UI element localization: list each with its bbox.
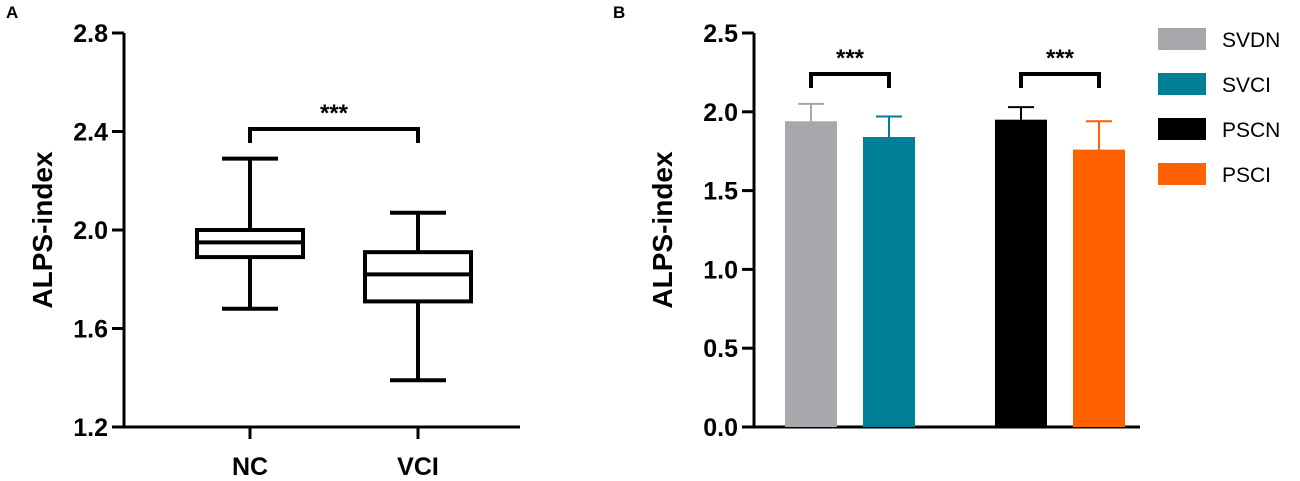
- bar-svci: [863, 137, 915, 428]
- significance-label: ***: [1046, 45, 1075, 72]
- panel-b-y-tick-label: 1.0: [703, 256, 738, 284]
- panel-a-y-axis: 1.2 1.6 2.0 2.4 2.8: [73, 20, 126, 442]
- panel-a-y-axis-title: ALPS-index: [27, 151, 58, 309]
- panel-a-x-tick-label: VCI: [397, 453, 439, 481]
- bar-svdn: [785, 121, 837, 428]
- significance-label: ***: [836, 45, 865, 72]
- bar-pscn: [995, 119, 1047, 428]
- significance-label: ***: [320, 100, 349, 127]
- panel-b-y-tick-label: 0.0: [703, 414, 738, 442]
- panel-b-bars: [785, 102, 1125, 428]
- panel-b-y-tick-label: 2.5: [703, 20, 738, 48]
- significance-bracket: [1019, 71, 1101, 88]
- panel-a-y-tick-label: 1.6: [73, 316, 108, 344]
- panel-b-barchart: B ALPS-index 0.0 0.5 1.0 1.5 2.0 2.5 *** *** S…: [613, 3, 1280, 442]
- panel-a-y-tick-label: 2.4: [73, 119, 108, 147]
- legend-label-psci: PSCI: [1222, 164, 1271, 187]
- legend-label-svdn: SVDN: [1222, 29, 1280, 52]
- panel-b-significance: *** ***: [809, 45, 1101, 88]
- significance-bracket: [809, 71, 891, 88]
- legend-swatch-pscn: [1158, 118, 1206, 140]
- panel-a-letter: A: [6, 3, 18, 22]
- legend-swatch-svci: [1158, 73, 1206, 95]
- legend-label-pscn: PSCN: [1222, 119, 1280, 142]
- panel-b-y-tick-label: 0.5: [703, 335, 738, 363]
- legend-swatch-psci: [1158, 163, 1206, 185]
- panel-b-y-axis-title: ALPS-index: [647, 151, 678, 309]
- panel-a-boxes: [195, 156, 473, 383]
- panel-b-y-tick-label: 1.5: [703, 178, 738, 206]
- panel-b-legend: SVDN SVCI PSCN PSCI: [1158, 28, 1280, 187]
- panel-b-y-tick-label: 2.0: [703, 99, 738, 127]
- panel-b-letter: B: [613, 3, 625, 22]
- box-iqr: [363, 250, 473, 304]
- panel-a-significance: ***: [248, 100, 420, 144]
- legend-label-svci: SVCI: [1222, 74, 1271, 97]
- panel-b-y-axis: 0.0 0.5 1.0 1.5 2.0 2.5: [703, 20, 1140, 442]
- panel-a-y-tick-label: 2.8: [73, 20, 108, 48]
- panel-a-x-tick-label: NC: [232, 453, 268, 481]
- significance-bracket: [248, 127, 420, 144]
- bar-psci: [1073, 149, 1125, 427]
- panel-a-x-axis: NC VCI: [124, 425, 520, 481]
- panel-a-y-tick-label: 2.0: [73, 217, 108, 245]
- panel-a-y-tick-label: 1.2: [73, 414, 108, 442]
- legend-swatch-svdn: [1158, 28, 1206, 50]
- panel-a-boxplot: A ALPS-index 1.2 1.6 2.0 2.4 2.8 NC VCI ***: [6, 3, 520, 481]
